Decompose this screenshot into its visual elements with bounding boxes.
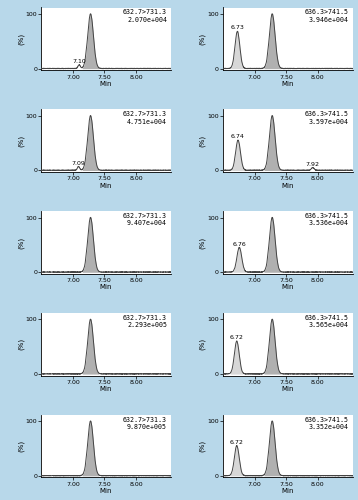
X-axis label: Min: Min — [281, 81, 294, 87]
Y-axis label: (%): (%) — [199, 33, 206, 45]
Text: 7.10: 7.10 — [72, 60, 86, 64]
Text: 7.92: 7.92 — [306, 162, 320, 166]
X-axis label: Min: Min — [100, 488, 112, 494]
Text: 636.3>741.5
3.536e+004: 636.3>741.5 3.536e+004 — [305, 213, 349, 226]
Y-axis label: (%): (%) — [199, 236, 206, 248]
Y-axis label: (%): (%) — [199, 440, 206, 452]
X-axis label: Min: Min — [100, 284, 112, 290]
Text: 636.3>741.5
3.597e+004: 636.3>741.5 3.597e+004 — [305, 111, 349, 124]
Text: 636.3>741.5
3.565e+004: 636.3>741.5 3.565e+004 — [305, 315, 349, 328]
Y-axis label: (%): (%) — [18, 338, 24, 350]
Text: 6.74: 6.74 — [231, 134, 245, 140]
Text: 6.73: 6.73 — [231, 26, 245, 30]
Text: 636.3>741.5
3.352e+004: 636.3>741.5 3.352e+004 — [305, 416, 349, 430]
X-axis label: Min: Min — [281, 386, 294, 392]
Y-axis label: (%): (%) — [199, 134, 206, 147]
Text: 7.09: 7.09 — [72, 161, 86, 166]
X-axis label: Min: Min — [100, 81, 112, 87]
X-axis label: Min: Min — [100, 386, 112, 392]
Y-axis label: (%): (%) — [18, 236, 24, 248]
Text: 6.72: 6.72 — [230, 335, 244, 340]
Y-axis label: (%): (%) — [18, 134, 24, 147]
Text: 632.7>731.3
9.407e+004: 632.7>731.3 9.407e+004 — [123, 213, 167, 226]
Text: 6.76: 6.76 — [232, 242, 246, 246]
Y-axis label: (%): (%) — [18, 440, 24, 452]
X-axis label: Min: Min — [281, 488, 294, 494]
Text: 636.3>741.5
3.946e+004: 636.3>741.5 3.946e+004 — [305, 10, 349, 23]
Text: 632.7>731.3
4.751e+004: 632.7>731.3 4.751e+004 — [123, 111, 167, 124]
Text: 632.7>731.3
2.070e+004: 632.7>731.3 2.070e+004 — [123, 10, 167, 23]
X-axis label: Min: Min — [100, 182, 112, 188]
X-axis label: Min: Min — [281, 182, 294, 188]
X-axis label: Min: Min — [281, 284, 294, 290]
Text: 632.7>731.3
9.870e+005: 632.7>731.3 9.870e+005 — [123, 416, 167, 430]
Text: 632.7>731.3
2.293e+005: 632.7>731.3 2.293e+005 — [123, 315, 167, 328]
Text: 6.72: 6.72 — [230, 440, 244, 444]
Y-axis label: (%): (%) — [199, 338, 206, 350]
Y-axis label: (%): (%) — [18, 33, 24, 45]
